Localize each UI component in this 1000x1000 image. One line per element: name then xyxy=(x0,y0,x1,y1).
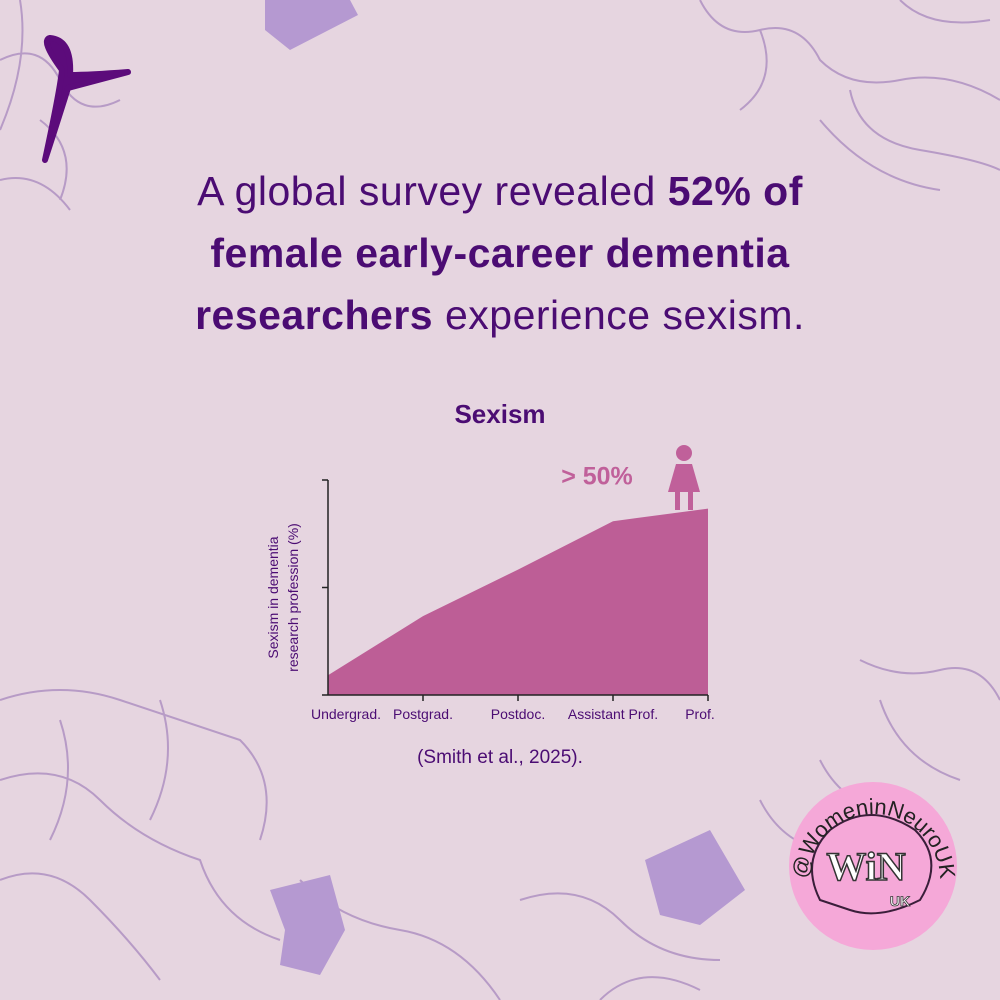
headline-emphasis: 52% of female early-career dementia rese… xyxy=(195,168,803,338)
headline-end: experience sexism. xyxy=(445,292,805,338)
puzzle-piece xyxy=(270,875,345,975)
headline-start: A global survey revealed xyxy=(197,168,656,214)
headline: A global survey revealed 52% of female e… xyxy=(130,160,870,346)
puzzle-piece xyxy=(645,830,745,925)
ribbon xyxy=(42,35,131,163)
puzzle-piece xyxy=(265,0,358,50)
